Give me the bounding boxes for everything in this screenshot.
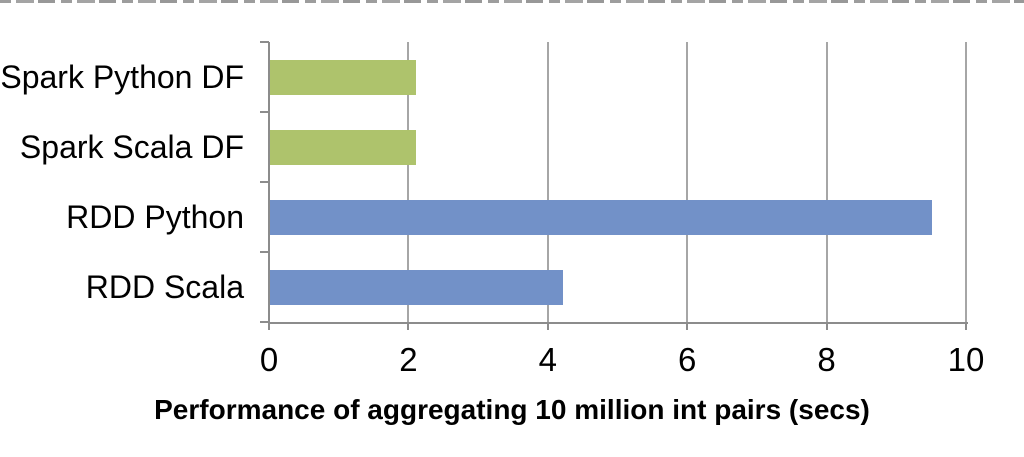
x-tick-4: [546, 322, 549, 330]
x-tick-label-8: 8: [817, 341, 836, 378]
chart-title: Performance of aggregating 10 million in…: [154, 394, 870, 425]
x-tick-label-10: 10: [947, 341, 985, 378]
y-tick-3: [260, 251, 269, 253]
y-axis-line: [268, 42, 270, 323]
bar-spark-python-df: [270, 59, 417, 95]
category-label-spark-scala-df: Spark Scala DF: [19, 129, 244, 165]
gridline-6: [686, 42, 689, 322]
bar-rdd-python: [270, 199, 933, 235]
bar-rdd-scala: [270, 269, 563, 305]
gridline-4: [546, 42, 549, 322]
x-tick-label-0: 0: [259, 341, 279, 378]
x-tick-0: [268, 322, 270, 330]
y-tick-2: [260, 181, 269, 183]
x-tick-label-2: 2: [399, 341, 418, 378]
category-label-spark-python-df: Spark Python DF: [0, 59, 244, 95]
gridline-2: [407, 42, 410, 322]
x-tick-10: [965, 322, 967, 330]
x-tick-label-6: 6: [678, 341, 697, 378]
x-tick-label-4: 4: [538, 341, 557, 378]
category-label-rdd-python: RDD Python: [66, 199, 244, 235]
y-tick-4: [260, 321, 269, 323]
x-tick-2: [407, 322, 410, 330]
x-axis-line: [268, 322, 968, 324]
bar-spark-scala-df: [270, 129, 417, 165]
torn-edge-artifact: [0, 0, 1024, 3]
y-tick-1: [260, 111, 269, 113]
gridline-10: [965, 42, 967, 322]
x-tick-8: [825, 322, 828, 330]
gridline-8: [825, 42, 828, 322]
y-tick-0: [260, 41, 269, 43]
category-label-rdd-scala: RDD Scala: [85, 269, 244, 305]
x-tick-6: [686, 322, 689, 330]
